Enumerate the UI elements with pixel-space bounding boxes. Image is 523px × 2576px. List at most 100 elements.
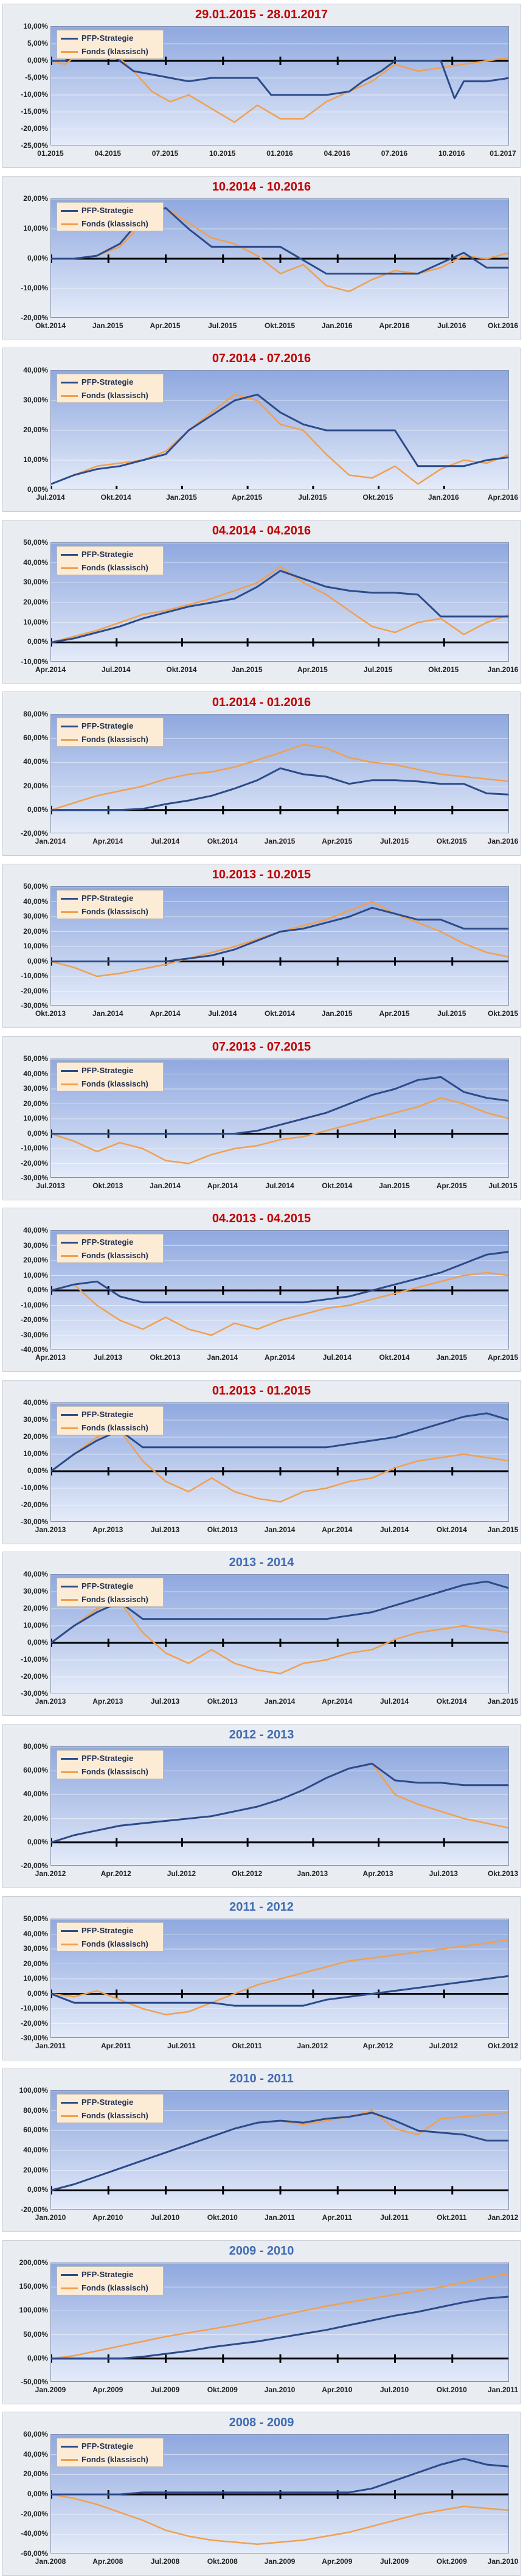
x-tick-label: Okt.2013 (150, 1353, 181, 1362)
x-tick-label: Jul.2011 (380, 2213, 409, 2222)
legend-label: Fonds (klassisch) (81, 219, 148, 228)
y-tick-label: 0,00% (27, 1286, 48, 1294)
y-tick-label: 20,00% (23, 926, 48, 936)
x-tick-label: Jul.2010 (150, 2213, 180, 2222)
x-tick-label: Jul.2015 (437, 1009, 466, 1018)
x-tick-label: Okt.2013 (35, 1009, 66, 1018)
y-tick-label: 20,00% (23, 1959, 48, 1968)
x-tick-label: Jul.2013 (150, 1525, 180, 1534)
legend: PFP-Strategie Fonds (klassisch) (57, 202, 164, 231)
legend: PFP-Strategie Fonds (klassisch) (57, 2266, 164, 2295)
y-tick-label: -10,00% (21, 284, 48, 292)
legend-swatch (61, 395, 78, 397)
legend-label: Fonds (klassisch) (81, 2111, 148, 2120)
series-line-strategy (51, 2112, 508, 2191)
y-tick-label: 10,00% (23, 1974, 48, 1983)
x-tick-label: 10.2015 (209, 149, 236, 158)
y-tick-label: -30,00% (21, 2034, 48, 2042)
y-tick-label: 40,00% (23, 1069, 48, 1078)
y-tick-label: -30,00% (21, 1174, 48, 1182)
legend-label: PFP-Strategie (81, 206, 134, 215)
x-tick-label: Okt.2012 (232, 1869, 263, 1878)
x-tick-label: Jan.2015 (264, 837, 296, 845)
x-tick-label: Apr.2013 (35, 1353, 66, 1362)
legend-swatch (61, 567, 78, 570)
y-tick-label: 40,00% (23, 1790, 48, 1799)
legend-label: Fonds (klassisch) (81, 1595, 148, 1604)
legend-entry-fund: Fonds (klassisch) (61, 1250, 148, 1262)
x-tick-label: Jul.2013 (429, 1869, 458, 1878)
series-line-strategy (51, 1580, 508, 1644)
chart-title: 2008 - 2009 (229, 2416, 294, 2429)
legend-label: Fonds (klassisch) (81, 2455, 148, 2464)
x-tick-label: Jul.2012 (429, 2042, 458, 2050)
y-tick-label: 30,00% (23, 1084, 48, 1093)
legend-label: Fonds (klassisch) (81, 1767, 148, 1776)
x-tick-label: Okt.2015 (362, 493, 393, 502)
x-tick-label: Jul.2016 (437, 321, 466, 330)
legend-entry-strategy: PFP-Strategie (61, 548, 133, 561)
series-line-fund (51, 1272, 508, 1336)
x-tick-label: Jul.2015 (298, 493, 327, 502)
legend: PFP-Strategie Fonds (klassisch) (57, 1406, 164, 1435)
legend-entry-fund: Fonds (klassisch) (61, 390, 148, 402)
x-tick-label: Jan.2013 (35, 1697, 66, 1706)
x-tick-label: Jul.2014 (265, 1181, 294, 1190)
y-tick-label: -10,00% (21, 2004, 48, 2012)
y-tick-label: 20,00% (23, 598, 48, 606)
x-tick-label: Jan.2011 (487, 2385, 519, 2394)
x-tick-label: Jan.2016 (428, 493, 459, 502)
legend-swatch (61, 554, 78, 556)
legend-swatch (61, 2102, 78, 2104)
legend: PFP-Strategie Fonds (klassisch) (57, 374, 164, 403)
y-tick-label: 30,00% (23, 1944, 48, 1953)
legend-label: Fonds (klassisch) (81, 735, 148, 744)
y-tick-label: -20,00% (21, 986, 48, 995)
x-tick-label: Okt.2009 (207, 2385, 238, 2394)
series-line-fund (51, 1429, 508, 1503)
x-tick-label: Jan.2016 (487, 665, 519, 674)
y-tick-label: 40,00% (23, 1929, 48, 1938)
x-tick-label: Okt.2011 (232, 2042, 262, 2050)
chart-title: 2013 - 2014 (229, 1556, 294, 1569)
x-tick-label: 04.2016 (324, 149, 350, 158)
chart-title: 2009 - 2010 (229, 2244, 294, 2258)
legend-label: PFP-Strategie (81, 550, 134, 559)
legend-label: PFP-Strategie (81, 1410, 134, 1419)
legend-entry-strategy: PFP-Strategie (61, 1409, 133, 1421)
legend-label: Fonds (klassisch) (81, 1251, 148, 1260)
legend-label: PFP-Strategie (81, 1237, 134, 1247)
y-tick-label: -20,00% (21, 1500, 48, 1509)
chart-svg (51, 1403, 508, 1506)
legend: PFP-Strategie Fonds (klassisch) (57, 1750, 164, 1779)
x-tick-label: Jan.2014 (92, 1009, 123, 1018)
x-tick-label: Okt.2014 (379, 1353, 410, 1362)
x-tick-label: Okt.2015 (487, 1009, 519, 1018)
x-tick-label: Jul.2015 (363, 665, 393, 674)
y-tick-label: 50,00% (23, 538, 48, 547)
x-tick-label: Apr.2014 (322, 1525, 353, 1534)
legend-swatch (61, 1242, 78, 1244)
legend-swatch (61, 1070, 78, 1073)
x-tick-label: Okt.2008 (207, 2557, 238, 2566)
y-tick-label: 20,00% (23, 1256, 48, 1264)
y-tick-label: 40,00% (23, 1398, 48, 1407)
chart-panel: 10.2013 - 10.2015 PFP-Strategie Fonds (kla… (2, 864, 521, 1028)
x-tick-label: Apr.2012 (362, 2042, 393, 2050)
chart-panel: 2013 - 2014 PFP-Strategie Fonds (klassisch… (2, 1552, 521, 1716)
legend-label: Fonds (klassisch) (81, 1939, 148, 1948)
legend-label: PFP-Strategie (81, 33, 134, 43)
x-tick-label: Okt.2015 (436, 837, 467, 845)
chart-panel: 2011 - 2012 PFP-Strategie Fonds (klassisch… (2, 1896, 521, 2060)
x-tick-label: Apr.2013 (362, 1869, 393, 1878)
x-tick-label: Jul.2014 (379, 1525, 409, 1534)
chart-title: 04.2013 - 04.2015 (212, 1212, 311, 1225)
x-tick-label: 07.2015 (151, 149, 179, 158)
legend-entry-strategy: PFP-Strategie (61, 205, 133, 217)
plot-area (50, 2263, 509, 2382)
x-tick-label: Jul.2014 (379, 1697, 409, 1706)
y-tick-label: 10,00% (23, 224, 48, 233)
x-tick-label: Jan.2015 (321, 1009, 353, 1018)
x-tick-label: Jan.2010 (264, 2385, 296, 2394)
legend-swatch (61, 726, 78, 728)
